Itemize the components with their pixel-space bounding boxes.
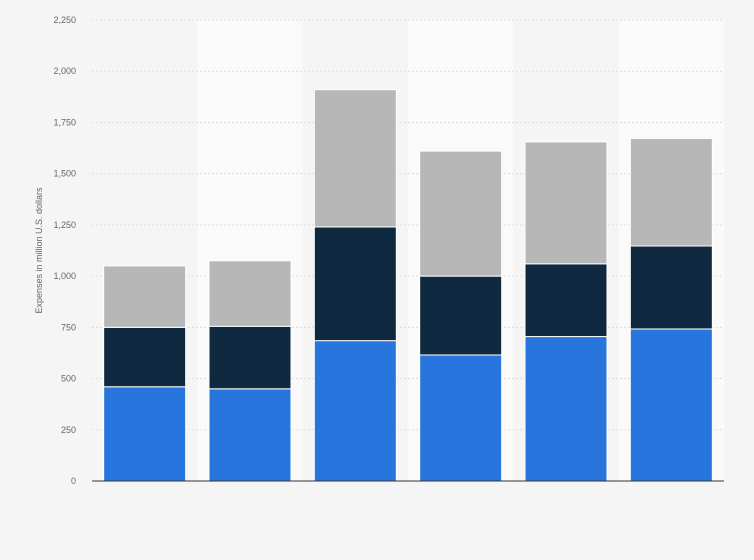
bar-segment-1: [629, 328, 713, 482]
bar-segment-1: [313, 340, 397, 482]
bar-segment-2: [313, 226, 397, 342]
bar-segment-1: [419, 354, 503, 482]
y-tick-label: 2,000: [53, 66, 76, 76]
y-tick-label: 750: [61, 322, 76, 332]
bar-segment-2: [419, 275, 503, 356]
bar-segment-3: [629, 137, 713, 247]
y-tick-label: 1,500: [53, 169, 76, 179]
bar-segment-1: [208, 388, 292, 482]
y-tick-label: 1,000: [53, 271, 76, 281]
bar-segment-3: [208, 260, 292, 327]
bars: [103, 89, 713, 482]
y-tick-label: 2,250: [53, 15, 76, 25]
y-axis-ticks: 0 250 500 750 1,000 1,250 1,500 1,750 2,000 2,250: [53, 15, 76, 486]
bar-segment-2: [629, 245, 713, 330]
bar-segment-3: [103, 265, 187, 328]
y-tick-label: 1,750: [53, 117, 76, 127]
bar-segment-2: [524, 263, 608, 338]
bar-segment-3: [313, 89, 397, 228]
y-tick-label: 500: [61, 374, 76, 384]
y-tick-label: 250: [61, 425, 76, 435]
bar-segment-2: [208, 325, 292, 390]
bar-segment-1: [524, 336, 608, 482]
bar-segment-3: [524, 141, 608, 265]
bar-segment-3: [419, 150, 503, 277]
bar-segment-1: [103, 386, 187, 482]
y-tick-label: 1,250: [53, 220, 76, 230]
y-tick-label: 0: [71, 476, 76, 486]
bar-segment-2: [103, 326, 187, 388]
y-axis-title: Expenses in million U.S. dollars: [34, 187, 44, 314]
grid-lines: [92, 19, 724, 431]
